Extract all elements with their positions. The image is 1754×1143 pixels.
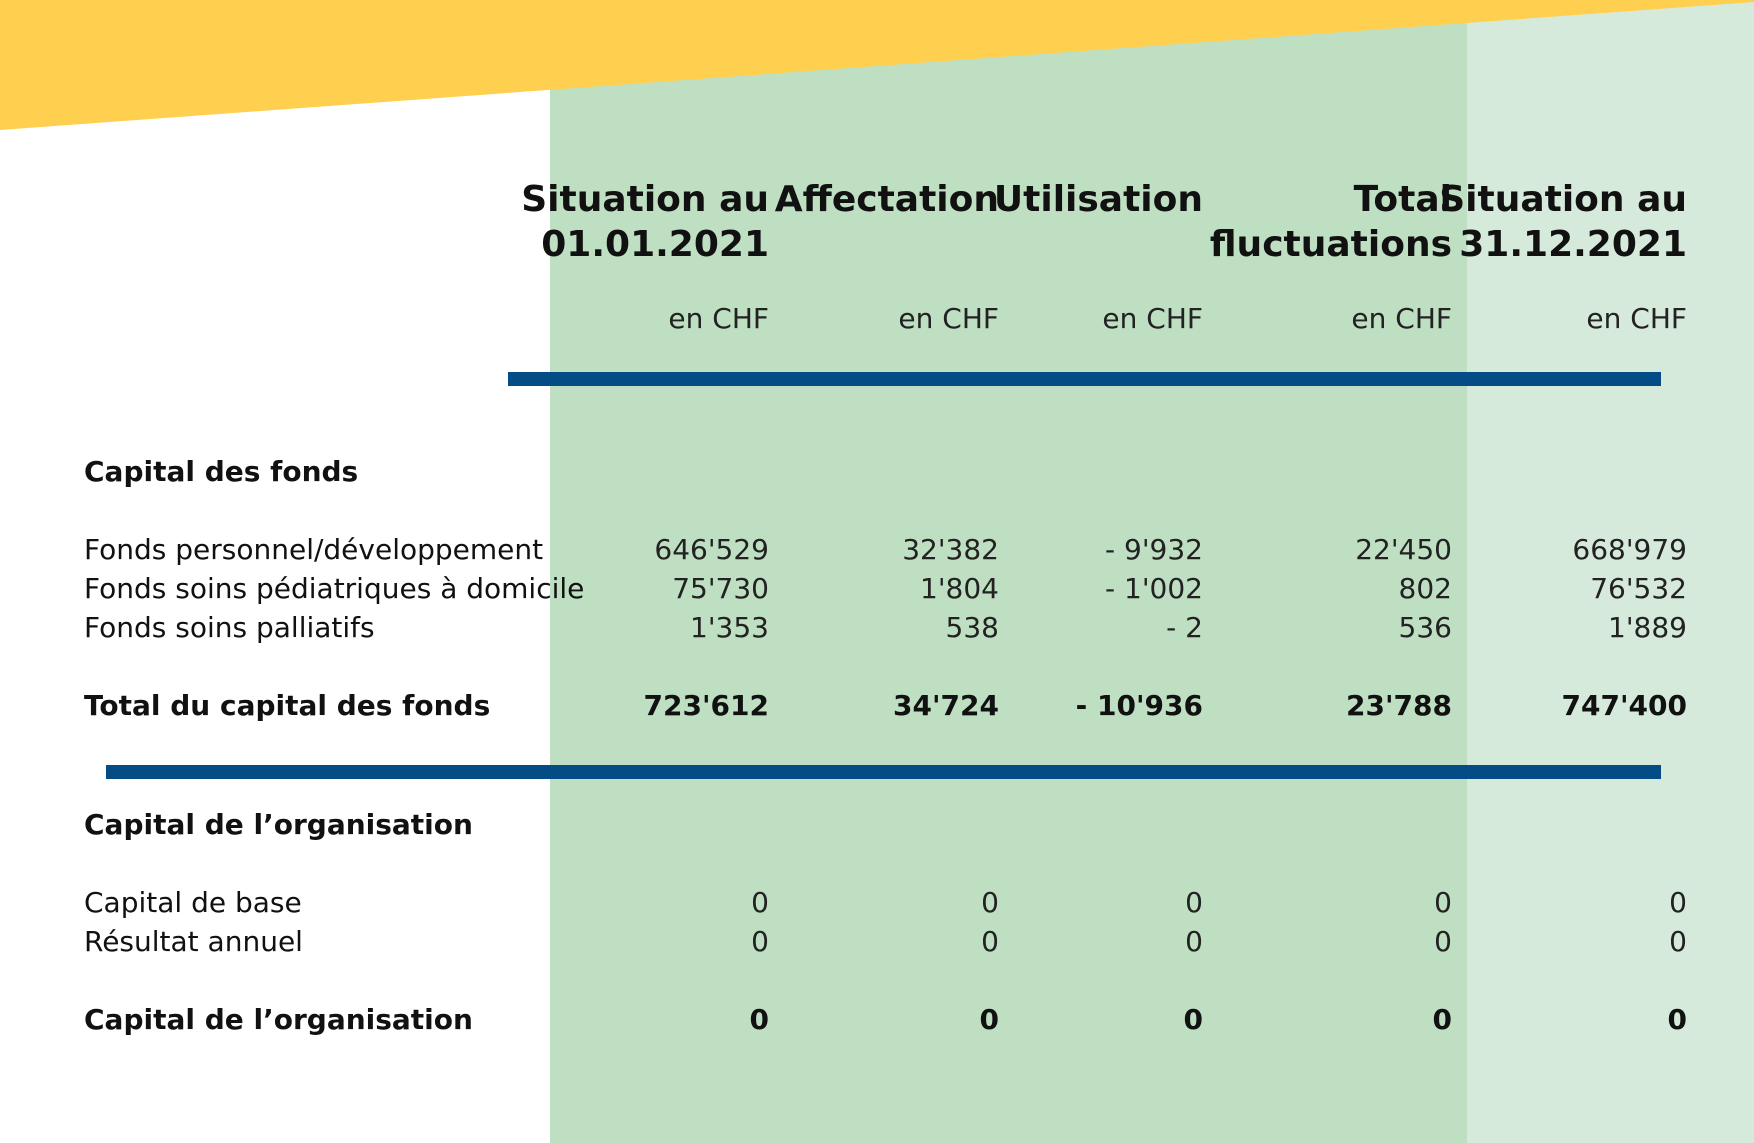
column-unit: en CHF bbox=[1102, 302, 1203, 335]
yellow-banner-shape bbox=[0, 0, 1754, 130]
total-opening: 0 bbox=[749, 1003, 769, 1036]
cell-closing: 0 bbox=[1669, 886, 1687, 919]
total-closing: 747'400 bbox=[1561, 689, 1687, 722]
cell-fluctuations: 0 bbox=[1434, 886, 1452, 919]
row-label: Capital de base bbox=[84, 886, 302, 919]
cell-opening: 1'353 bbox=[690, 611, 769, 644]
column-header-line: Utilisation bbox=[993, 179, 1203, 220]
total-label: Total du capital des fonds bbox=[84, 689, 491, 722]
total-row: Total du capital des fonds 723'612 34'72… bbox=[0, 686, 1754, 726]
cell-opening: 75'730 bbox=[672, 572, 769, 605]
column-header-line: Situation au bbox=[521, 179, 769, 220]
row-label: Fonds soins pédiatriques à domicile bbox=[84, 572, 585, 605]
cell-usage: 0 bbox=[1185, 886, 1203, 919]
row-label: Résultat annuel bbox=[84, 925, 303, 958]
highlight-column-band bbox=[550, 0, 1467, 1143]
column-header-usage: Utilisation bbox=[994, 177, 1203, 222]
cell-fluctuations: 536 bbox=[1398, 611, 1452, 644]
column-header-opening: Situation au 01.01.2021 bbox=[521, 177, 769, 267]
cell-allocation: 0 bbox=[981, 925, 999, 958]
column-unit: en CHF bbox=[1586, 302, 1687, 335]
cell-usage: - 2 bbox=[1166, 611, 1203, 644]
cell-allocation: 32'382 bbox=[902, 533, 999, 566]
section-title: Capital de l’organisation bbox=[84, 808, 473, 841]
table-row: Capital de base 0 0 0 0 0 bbox=[0, 883, 1754, 923]
cell-closing: 668'979 bbox=[1572, 533, 1687, 566]
column-header-line: Affectation bbox=[774, 179, 999, 220]
column-unit: en CHF bbox=[898, 302, 999, 335]
column-unit: en CHF bbox=[1351, 302, 1452, 335]
total-fluctuations: 0 bbox=[1432, 1003, 1452, 1036]
cell-closing: 1'889 bbox=[1608, 611, 1687, 644]
section-title: Capital des fonds bbox=[84, 455, 359, 488]
table-row: Fonds personnel/développement 646'529 32… bbox=[0, 530, 1754, 570]
total-allocation: 0 bbox=[979, 1003, 999, 1036]
total-usage: - 10'936 bbox=[1075, 689, 1203, 722]
cell-usage: 0 bbox=[1185, 925, 1203, 958]
total-allocation: 34'724 bbox=[893, 689, 999, 722]
cell-fluctuations: 0 bbox=[1434, 925, 1452, 958]
cell-fluctuations: 22'450 bbox=[1355, 533, 1452, 566]
column-header-line: Total bbox=[1353, 179, 1452, 220]
cell-opening: 0 bbox=[751, 886, 769, 919]
table-row: Résultat annuel 0 0 0 0 0 bbox=[0, 922, 1754, 962]
column-header-allocation: Affectation bbox=[775, 177, 999, 222]
total-closing: 0 bbox=[1667, 1003, 1687, 1036]
final-column-band bbox=[1467, 0, 1754, 1143]
total-usage: 0 bbox=[1183, 1003, 1203, 1036]
cell-usage: - 9'932 bbox=[1105, 533, 1203, 566]
cell-opening: 0 bbox=[751, 925, 769, 958]
cell-allocation: 1'804 bbox=[920, 572, 999, 605]
cell-opening: 646'529 bbox=[654, 533, 769, 566]
column-header-fluctuations: Total fluctuations bbox=[1210, 177, 1452, 267]
column-header-line: Situation au bbox=[1439, 179, 1687, 220]
cell-fluctuations: 802 bbox=[1398, 572, 1452, 605]
table-row: Fonds soins pédiatriques à domicile 75'7… bbox=[0, 569, 1754, 609]
total-label: Capital de l’organisation bbox=[84, 1003, 473, 1036]
column-header-closing: Situation au 31.12.2021 bbox=[1439, 177, 1687, 267]
cell-closing: 0 bbox=[1669, 925, 1687, 958]
cell-usage: - 1'002 bbox=[1105, 572, 1203, 605]
cell-allocation: 538 bbox=[945, 611, 999, 644]
section-divider bbox=[106, 765, 1661, 779]
column-header-line: 31.12.2021 bbox=[1459, 224, 1687, 265]
column-header-line: 01.01.2021 bbox=[541, 224, 769, 265]
row-label: Fonds soins palliatifs bbox=[84, 611, 375, 644]
column-unit: en CHF bbox=[668, 302, 769, 335]
cell-allocation: 0 bbox=[981, 886, 999, 919]
total-opening: 723'612 bbox=[643, 689, 769, 722]
table-row: Fonds soins palliatifs 1'353 538 - 2 536… bbox=[0, 608, 1754, 648]
cell-closing: 76'532 bbox=[1590, 572, 1687, 605]
header-divider bbox=[508, 372, 1661, 386]
column-header-line: fluctuations bbox=[1209, 224, 1452, 265]
row-label: Fonds personnel/développement bbox=[84, 533, 544, 566]
total-row: Capital de l’organisation 0 0 0 0 0 bbox=[0, 1000, 1754, 1040]
total-fluctuations: 23'788 bbox=[1346, 689, 1452, 722]
